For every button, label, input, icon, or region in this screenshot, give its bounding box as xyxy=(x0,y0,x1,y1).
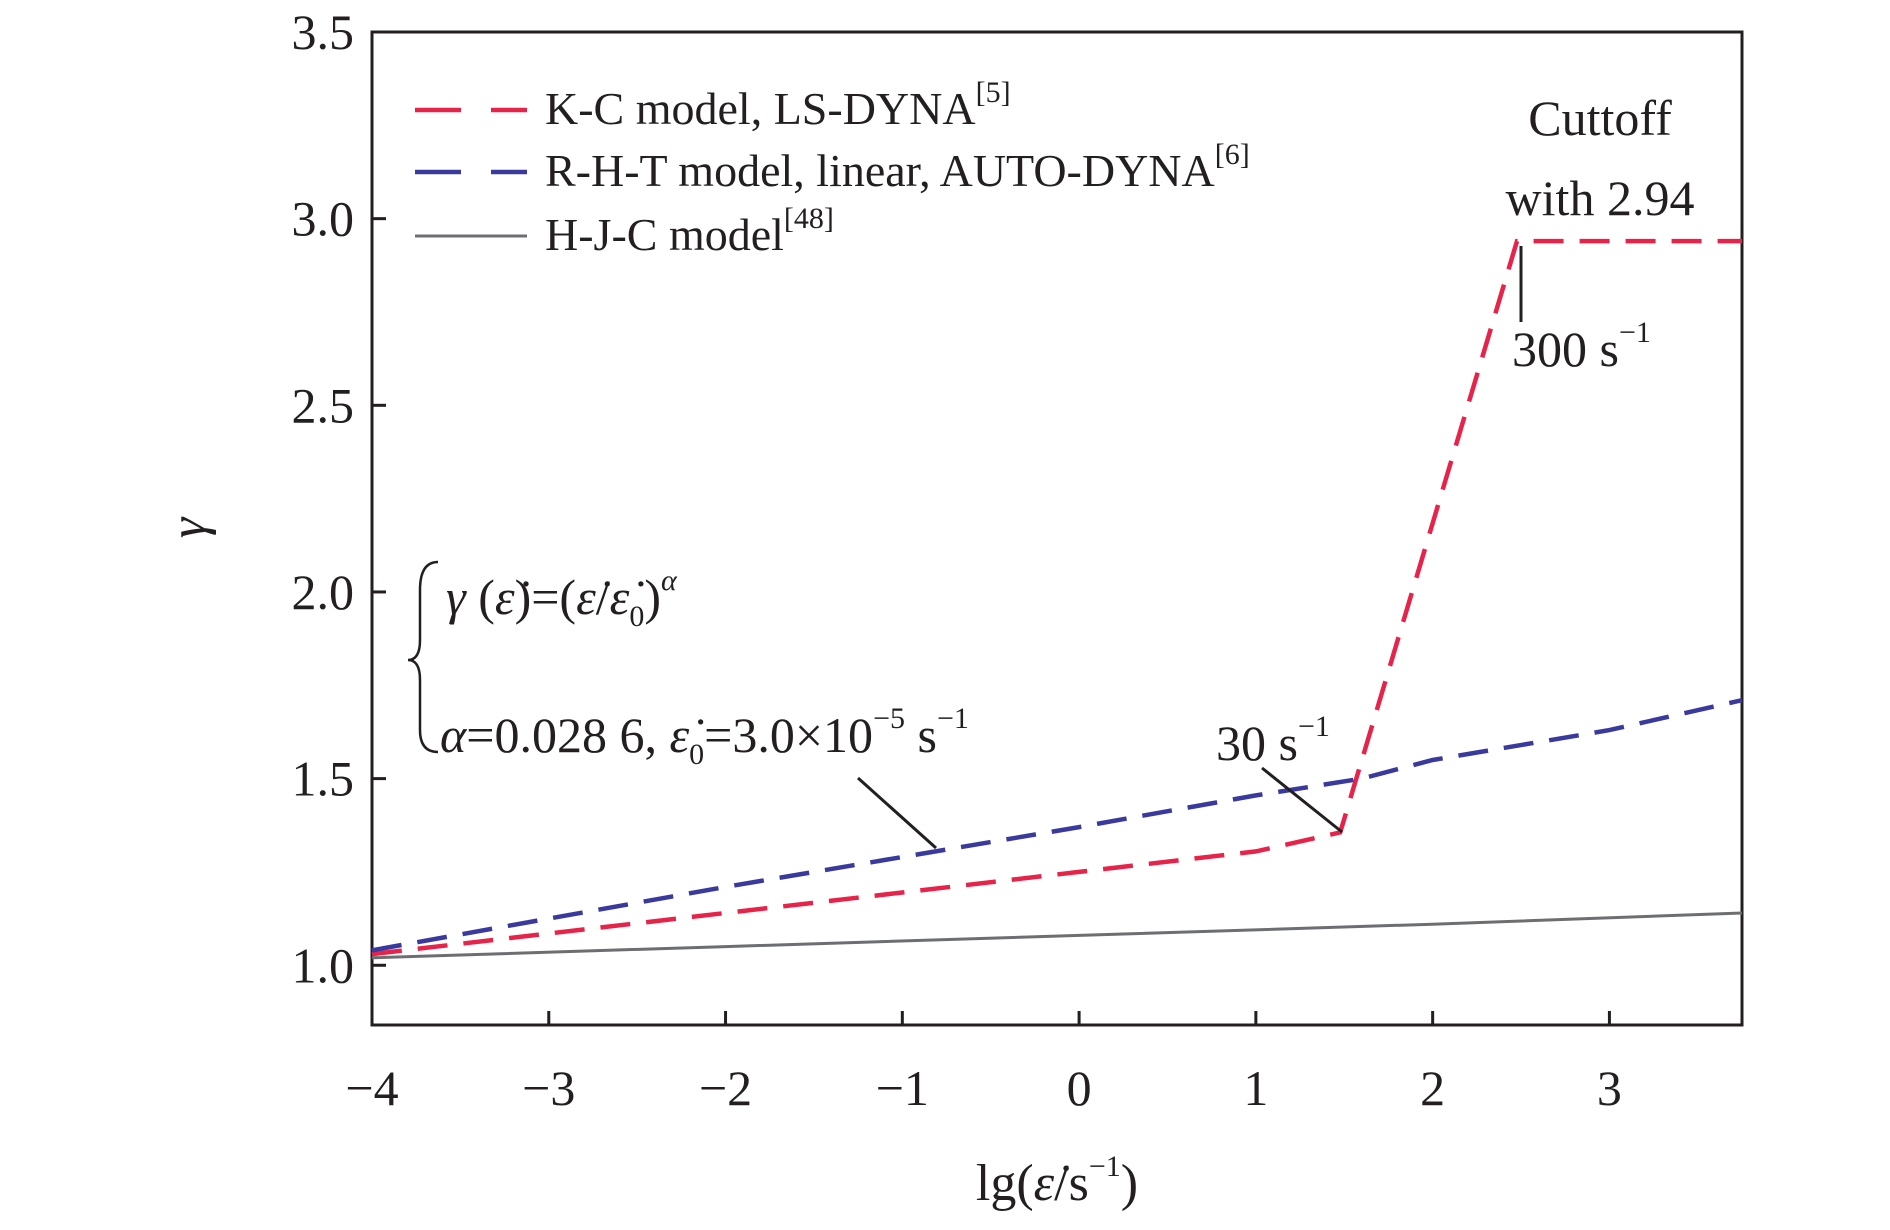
y-tick-label: 2.5 xyxy=(292,377,355,433)
axis-tick-labels: −4 −3 −2 −1 0 1 2 3 1.0 1.5 2.0 2.5 3.0 3.5 xyxy=(292,4,1622,1116)
y-tick-label: 2.0 xyxy=(292,564,355,620)
annotation-cutoff-line2: with 2.94 xyxy=(1506,170,1695,226)
x-tick-label: −4 xyxy=(345,1060,398,1116)
equation-line-1: γ (ε̇)=(ε̇/ε̇0)α xyxy=(446,564,678,633)
leader-line-30 xyxy=(1261,766,1343,834)
y-axis-title: γ xyxy=(160,516,217,538)
x-tick-label: 3 xyxy=(1597,1060,1622,1116)
leader-line-equation xyxy=(856,776,938,850)
annotation-rate-30: 30 s−1 xyxy=(1216,710,1330,771)
axis-ticks xyxy=(370,30,1611,1025)
y-tick-label: 3.0 xyxy=(292,191,355,247)
x-tick-label: 2 xyxy=(1420,1060,1445,1116)
annotation-rate-300: 300 s−1 xyxy=(1512,316,1651,377)
y-tick-label: 3.5 xyxy=(292,4,355,60)
series-line-3 xyxy=(371,911,1743,960)
y-tick-label: 1.5 xyxy=(292,751,355,807)
series-group xyxy=(371,238,1743,960)
legend-label-1: K-C model, LS-DYNA[5] xyxy=(545,76,1011,134)
x-tick-label: −3 xyxy=(522,1060,575,1116)
x-tick-label: 1 xyxy=(1243,1060,1268,1116)
x-tick-label: −1 xyxy=(876,1060,929,1116)
equation-line-2: α=0.028 6, ε̇0=3.0×10−5 s−1 xyxy=(440,702,969,771)
x-axis-title: lg(ε̇/s−1) xyxy=(976,1150,1138,1212)
series-line-2 xyxy=(371,698,1743,953)
y-tick-label: 1.0 xyxy=(292,937,355,993)
legend-label-3: H-J-C model[48] xyxy=(545,202,834,260)
plot-area xyxy=(370,30,1744,1027)
x-tick-label: 0 xyxy=(1067,1060,1092,1116)
legend-label-2: R-H-T model, linear, AUTO-DYNA[6] xyxy=(545,138,1250,196)
series-line-1 xyxy=(371,238,1742,957)
x-tick-label: −2 xyxy=(699,1060,752,1116)
equation-brace xyxy=(407,560,439,754)
annotation-cutoff-line1: Cuttoff xyxy=(1528,90,1672,146)
legend: K-C model, LS-DYNA[5]R-H-T model, linear… xyxy=(415,76,1250,260)
